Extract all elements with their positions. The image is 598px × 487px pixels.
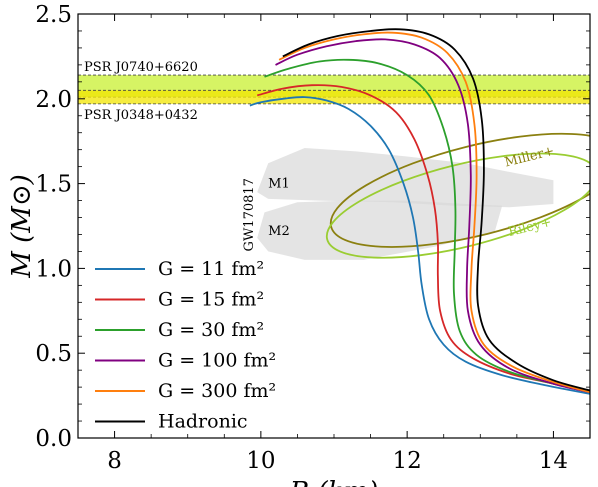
y-tick-label: 2.5 bbox=[35, 2, 72, 28]
y-tick-label: 1.0 bbox=[35, 256, 72, 282]
y-tick-label: 0.5 bbox=[35, 341, 72, 367]
legend-label-g-15-fm: G = 15 fm² bbox=[158, 289, 264, 311]
ellipse-label-riley: Riley+ bbox=[507, 215, 553, 240]
x-tick-label: 10 bbox=[246, 448, 275, 474]
band-label-j0348: PSR J0348+0432 bbox=[84, 108, 198, 123]
y-tick-label: 1.5 bbox=[35, 172, 72, 198]
series-line-g-30-fm bbox=[264, 58, 590, 394]
legend-label-hadronic: Hadronic bbox=[158, 411, 248, 433]
series-line-g-15-fm bbox=[256, 84, 590, 394]
x-axis-title: R (km) bbox=[289, 477, 379, 487]
legend-label-g-30-fm: G = 30 fm² bbox=[158, 319, 264, 341]
legend-label-g-11-fm: G = 11 fm² bbox=[158, 258, 264, 280]
legend-label-g-100-fm: G = 100 fm² bbox=[158, 350, 276, 372]
ellipse-miller bbox=[329, 132, 590, 248]
gw-region-m1 bbox=[257, 148, 554, 208]
series-line-g-100-fm bbox=[275, 38, 590, 394]
gw170817-label: GW170817 bbox=[242, 178, 257, 251]
x-tick-label: 8 bbox=[107, 448, 122, 474]
x-tick-label: 12 bbox=[393, 448, 422, 474]
legend-label-g-300-fm: G = 300 fm² bbox=[158, 380, 276, 402]
series-line-hadronic bbox=[282, 28, 590, 392]
y-tick-label: 2.0 bbox=[35, 87, 72, 113]
gw-label-m1: M1 bbox=[268, 177, 290, 192]
ellipse-label-miller: Miller+ bbox=[503, 144, 556, 171]
series-line-g-11-fm bbox=[249, 96, 590, 395]
gw-region-m2 bbox=[257, 200, 503, 260]
y-axis-title: M (M⊙) bbox=[7, 174, 37, 279]
gw-label-m2: M2 bbox=[268, 224, 290, 239]
y-tick-label: 0.0 bbox=[35, 426, 72, 452]
series-line-g-300-fm bbox=[278, 31, 590, 394]
x-tick-label: 14 bbox=[539, 448, 568, 474]
band-label-j0740: PSR J0740+6620 bbox=[84, 60, 198, 75]
